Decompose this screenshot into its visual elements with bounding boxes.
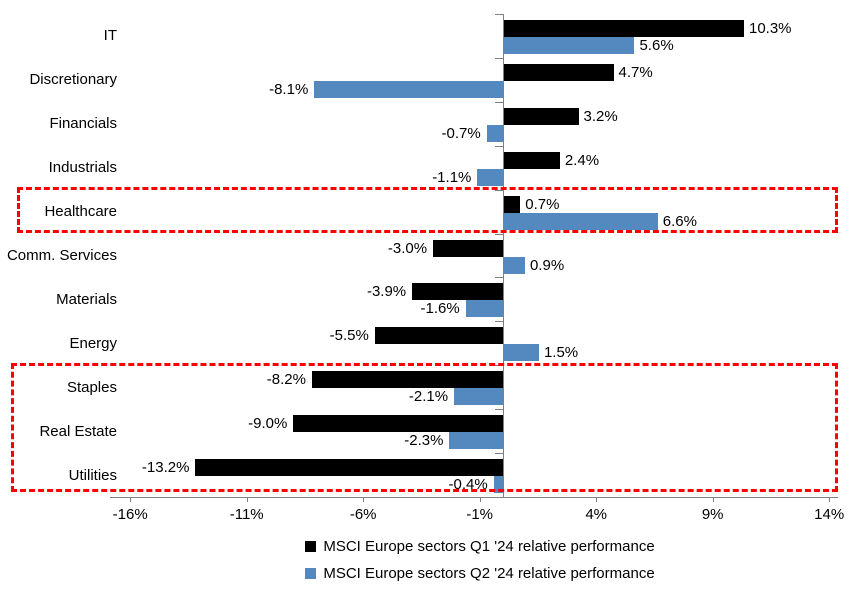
bar-q1 <box>433 239 503 257</box>
value-label: 5.6% <box>639 37 674 54</box>
chart-legend: MSCI Europe sectors Q1 '24 relative perf… <box>110 538 850 582</box>
category-label: Energy <box>69 334 117 352</box>
category-boundary-tick <box>495 146 503 147</box>
category-boundary-tick <box>495 190 503 191</box>
value-label: -8.1% <box>269 80 309 98</box>
value-label: -0.7% <box>441 124 481 142</box>
category-label: Industrials <box>48 159 117 177</box>
bar-q1 <box>195 459 503 477</box>
x-axis-tick <box>363 497 364 502</box>
category-boundary-tick <box>495 102 503 103</box>
value-label: 1.5% <box>543 344 579 362</box>
bar-q1 <box>504 151 560 169</box>
legend-label: MSCI Europe sectors Q1 '24 relative perf… <box>323 538 655 555</box>
value-label: -1.6% <box>420 300 460 318</box>
bar-q1 <box>504 107 579 125</box>
bar-q1 <box>504 20 744 37</box>
value-label: -5.5% <box>329 327 369 345</box>
legend-swatch-icon <box>305 541 317 552</box>
value-label: 10.3% <box>748 20 792 37</box>
x-axis-tick <box>247 497 248 502</box>
bar-q2 <box>504 256 525 274</box>
bar-q1 <box>374 327 503 345</box>
bar-q2 <box>504 212 658 230</box>
value-label: 2.4% <box>564 151 600 169</box>
category-label: Materials <box>56 290 117 308</box>
x-axis-line <box>110 497 838 498</box>
bar-q2 <box>486 124 503 142</box>
legend-item: MSCI Europe sectors Q1 '24 relative perf… <box>305 538 655 555</box>
x-axis-tick-label: -1% <box>466 506 494 523</box>
value-label: 3.2% <box>583 107 618 125</box>
value-label: -13.2% <box>141 459 190 477</box>
x-axis-tick <box>829 497 830 502</box>
bar-q1 <box>412 283 503 301</box>
x-axis-tick-label: -16% <box>112 506 148 523</box>
defensives-highlight-box <box>11 363 838 492</box>
category-label: Utilities <box>68 466 117 484</box>
bar-q2 <box>454 388 503 406</box>
category-label: IT <box>103 27 117 45</box>
x-axis-tick-label: 14% <box>814 506 845 523</box>
healthcare-highlight-box <box>17 187 838 233</box>
category-label: Staples <box>66 378 117 396</box>
category-label: Comm. Services <box>6 246 117 264</box>
bar-q1 <box>293 415 503 433</box>
bar-q2 <box>504 344 539 362</box>
x-axis-tick-label: 4% <box>585 506 608 523</box>
value-label: -3.0% <box>387 239 428 257</box>
value-label: -1.1% <box>432 168 472 186</box>
value-label: -2.3% <box>404 432 444 450</box>
bar-q1 <box>311 371 503 389</box>
category-boundary-tick <box>495 277 503 278</box>
category-boundary-tick <box>495 409 503 410</box>
category-boundary-tick <box>495 14 503 15</box>
value-label: -2.1% <box>408 388 449 406</box>
x-axis-tick-label: -6% <box>349 506 377 523</box>
category-label: Healthcare <box>44 203 117 221</box>
value-label: 6.6% <box>662 212 697 230</box>
category-boundary-tick <box>495 453 503 454</box>
category-label: Financials <box>49 115 117 133</box>
value-label: -9.0% <box>248 415 288 433</box>
x-axis-tick-label: 9% <box>701 506 724 523</box>
x-axis-tick <box>480 497 481 502</box>
value-label: -3.9% <box>366 283 407 301</box>
bar-q2 <box>314 80 503 98</box>
value-label: -8.2% <box>266 371 306 389</box>
category-boundary-tick <box>495 321 503 322</box>
value-label: 0.9% <box>529 256 565 274</box>
x-axis-tick <box>596 497 597 502</box>
bar-q2 <box>504 37 635 54</box>
x-axis-tick <box>130 497 131 502</box>
category-label: Real Estate <box>39 422 117 440</box>
category-boundary-tick <box>495 58 503 59</box>
legend-label: MSCI Europe sectors Q2 '24 relative perf… <box>323 565 655 582</box>
bar-q2 <box>449 432 503 450</box>
category-label: Discretionary <box>29 71 117 89</box>
y-axis-line <box>503 14 504 497</box>
value-label: -0.4% <box>448 476 488 494</box>
bar-q2 <box>493 476 503 494</box>
bar-q2 <box>465 300 503 318</box>
bar-q2 <box>477 168 503 186</box>
bar-q1 <box>504 195 521 213</box>
legend-swatch-icon <box>305 568 317 579</box>
x-axis-tick <box>713 497 714 502</box>
bar-q1 <box>504 63 614 81</box>
legend-item: MSCI Europe sectors Q2 '24 relative perf… <box>305 565 655 582</box>
x-axis-tick-label: -11% <box>229 506 264 523</box>
category-boundary-tick <box>495 234 503 235</box>
category-boundary-tick <box>495 497 503 498</box>
value-label: 0.7% <box>525 195 560 213</box>
value-label: 4.7% <box>618 63 653 81</box>
